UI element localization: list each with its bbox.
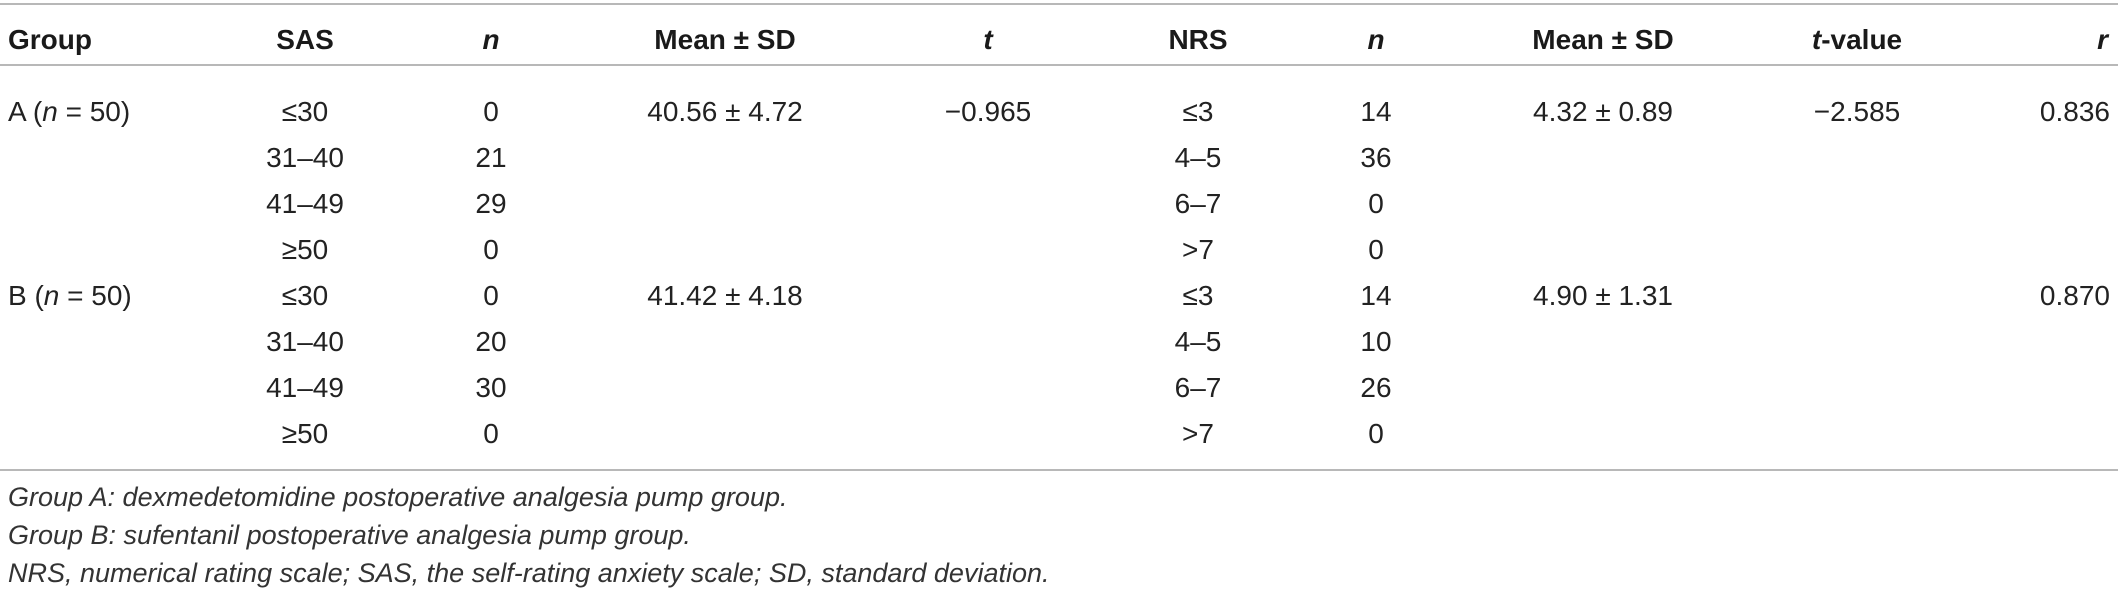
group-label: A (n = 50) <box>8 95 130 129</box>
t-value: −0.965 <box>944 96 1032 127</box>
header-nrs: NRS <box>1168 24 1228 55</box>
r-value: 0.870 <box>2039 280 2110 311</box>
footnote-group-a: Group A: dexmedetomidine postoperative a… <box>8 482 788 512</box>
nrs-count: 36 <box>1360 142 1392 173</box>
nrs-range: >7 <box>1182 234 1214 265</box>
group-label-n: n <box>43 280 60 311</box>
nrs-range: >7 <box>1182 418 1214 449</box>
sas-range: 41–49 <box>266 188 344 219</box>
mean-nrs-value: 4.32 ± 0.89 <box>1533 96 1673 127</box>
sas-count: 0 <box>483 418 499 449</box>
r-value: 0.836 <box>2039 96 2110 127</box>
header-mean-nrs: Mean ± SD <box>1532 24 1674 55</box>
header-t-value-italic: t <box>1811 24 1822 55</box>
nrs-count: 10 <box>1360 326 1392 357</box>
bottom-rule <box>0 469 2118 471</box>
sas-count: 30 <box>475 372 507 403</box>
sas-count: 29 <box>475 188 507 219</box>
footnote-abbreviations: NRS, numerical rating scale; SAS, the se… <box>8 558 1050 588</box>
sas-count: 21 <box>475 142 507 173</box>
group-label-suffix: = 50) <box>57 96 131 127</box>
top-rule <box>0 3 2118 5</box>
nrs-count: 0 <box>1368 188 1384 219</box>
header-mean-sas: Mean ± SD <box>654 24 796 55</box>
nrs-count: 14 <box>1360 280 1392 311</box>
nrs-range: 6–7 <box>1174 188 1222 219</box>
nrs-range: ≤3 <box>1182 96 1214 127</box>
mean-sas-value: 40.56 ± 4.72 <box>647 96 803 127</box>
group-label: B (n = 50) <box>8 279 132 313</box>
nrs-count: 0 <box>1368 234 1384 265</box>
nrs-range: 4–5 <box>1174 326 1222 357</box>
t-value-nrs: −2.585 <box>1813 96 1901 127</box>
group-label-n: n <box>42 96 58 127</box>
sas-count: 0 <box>483 234 499 265</box>
nrs-range: 6–7 <box>1174 372 1222 403</box>
footnote-group-b: Group B: sufentanil postoperative analge… <box>8 520 691 550</box>
header-n-nrs: n <box>1367 24 1385 55</box>
sas-count: 20 <box>475 326 507 357</box>
sas-count: 0 <box>483 280 499 311</box>
header-t: t <box>983 24 993 55</box>
mean-nrs-value: 4.90 ± 1.31 <box>1533 280 1673 311</box>
sas-count: 0 <box>483 96 499 127</box>
nrs-range: ≤3 <box>1182 280 1214 311</box>
nrs-count: 14 <box>1360 96 1392 127</box>
table-footnotes: Group A: dexmedetomidine postoperative a… <box>8 478 1050 592</box>
nrs-count: 26 <box>1360 372 1392 403</box>
group-label-suffix: = 50) <box>59 280 132 311</box>
header-group: Group <box>8 24 92 55</box>
nrs-range: 4–5 <box>1174 142 1222 173</box>
header-n-sas: n <box>482 24 500 55</box>
sas-range: ≤30 <box>281 280 329 311</box>
group-label-prefix: B ( <box>8 280 44 311</box>
header-t-value-rest: -value <box>1821 24 1903 55</box>
sas-range: ≥50 <box>281 418 329 449</box>
sas-range: 31–40 <box>266 326 344 357</box>
sas-range: ≥50 <box>281 234 329 265</box>
nrs-count: 0 <box>1368 418 1384 449</box>
header-sas: SAS <box>276 24 334 55</box>
sas-range: 41–49 <box>266 372 344 403</box>
group-label-prefix: A ( <box>8 96 43 127</box>
header-t-value: t-value <box>1812 23 1902 57</box>
sas-range: ≤30 <box>281 96 329 127</box>
header-rule <box>0 64 2118 66</box>
sas-range: 31–40 <box>266 142 344 173</box>
mean-sas-value: 41.42 ± 4.18 <box>647 280 803 311</box>
header-r: r <box>2097 24 2108 55</box>
